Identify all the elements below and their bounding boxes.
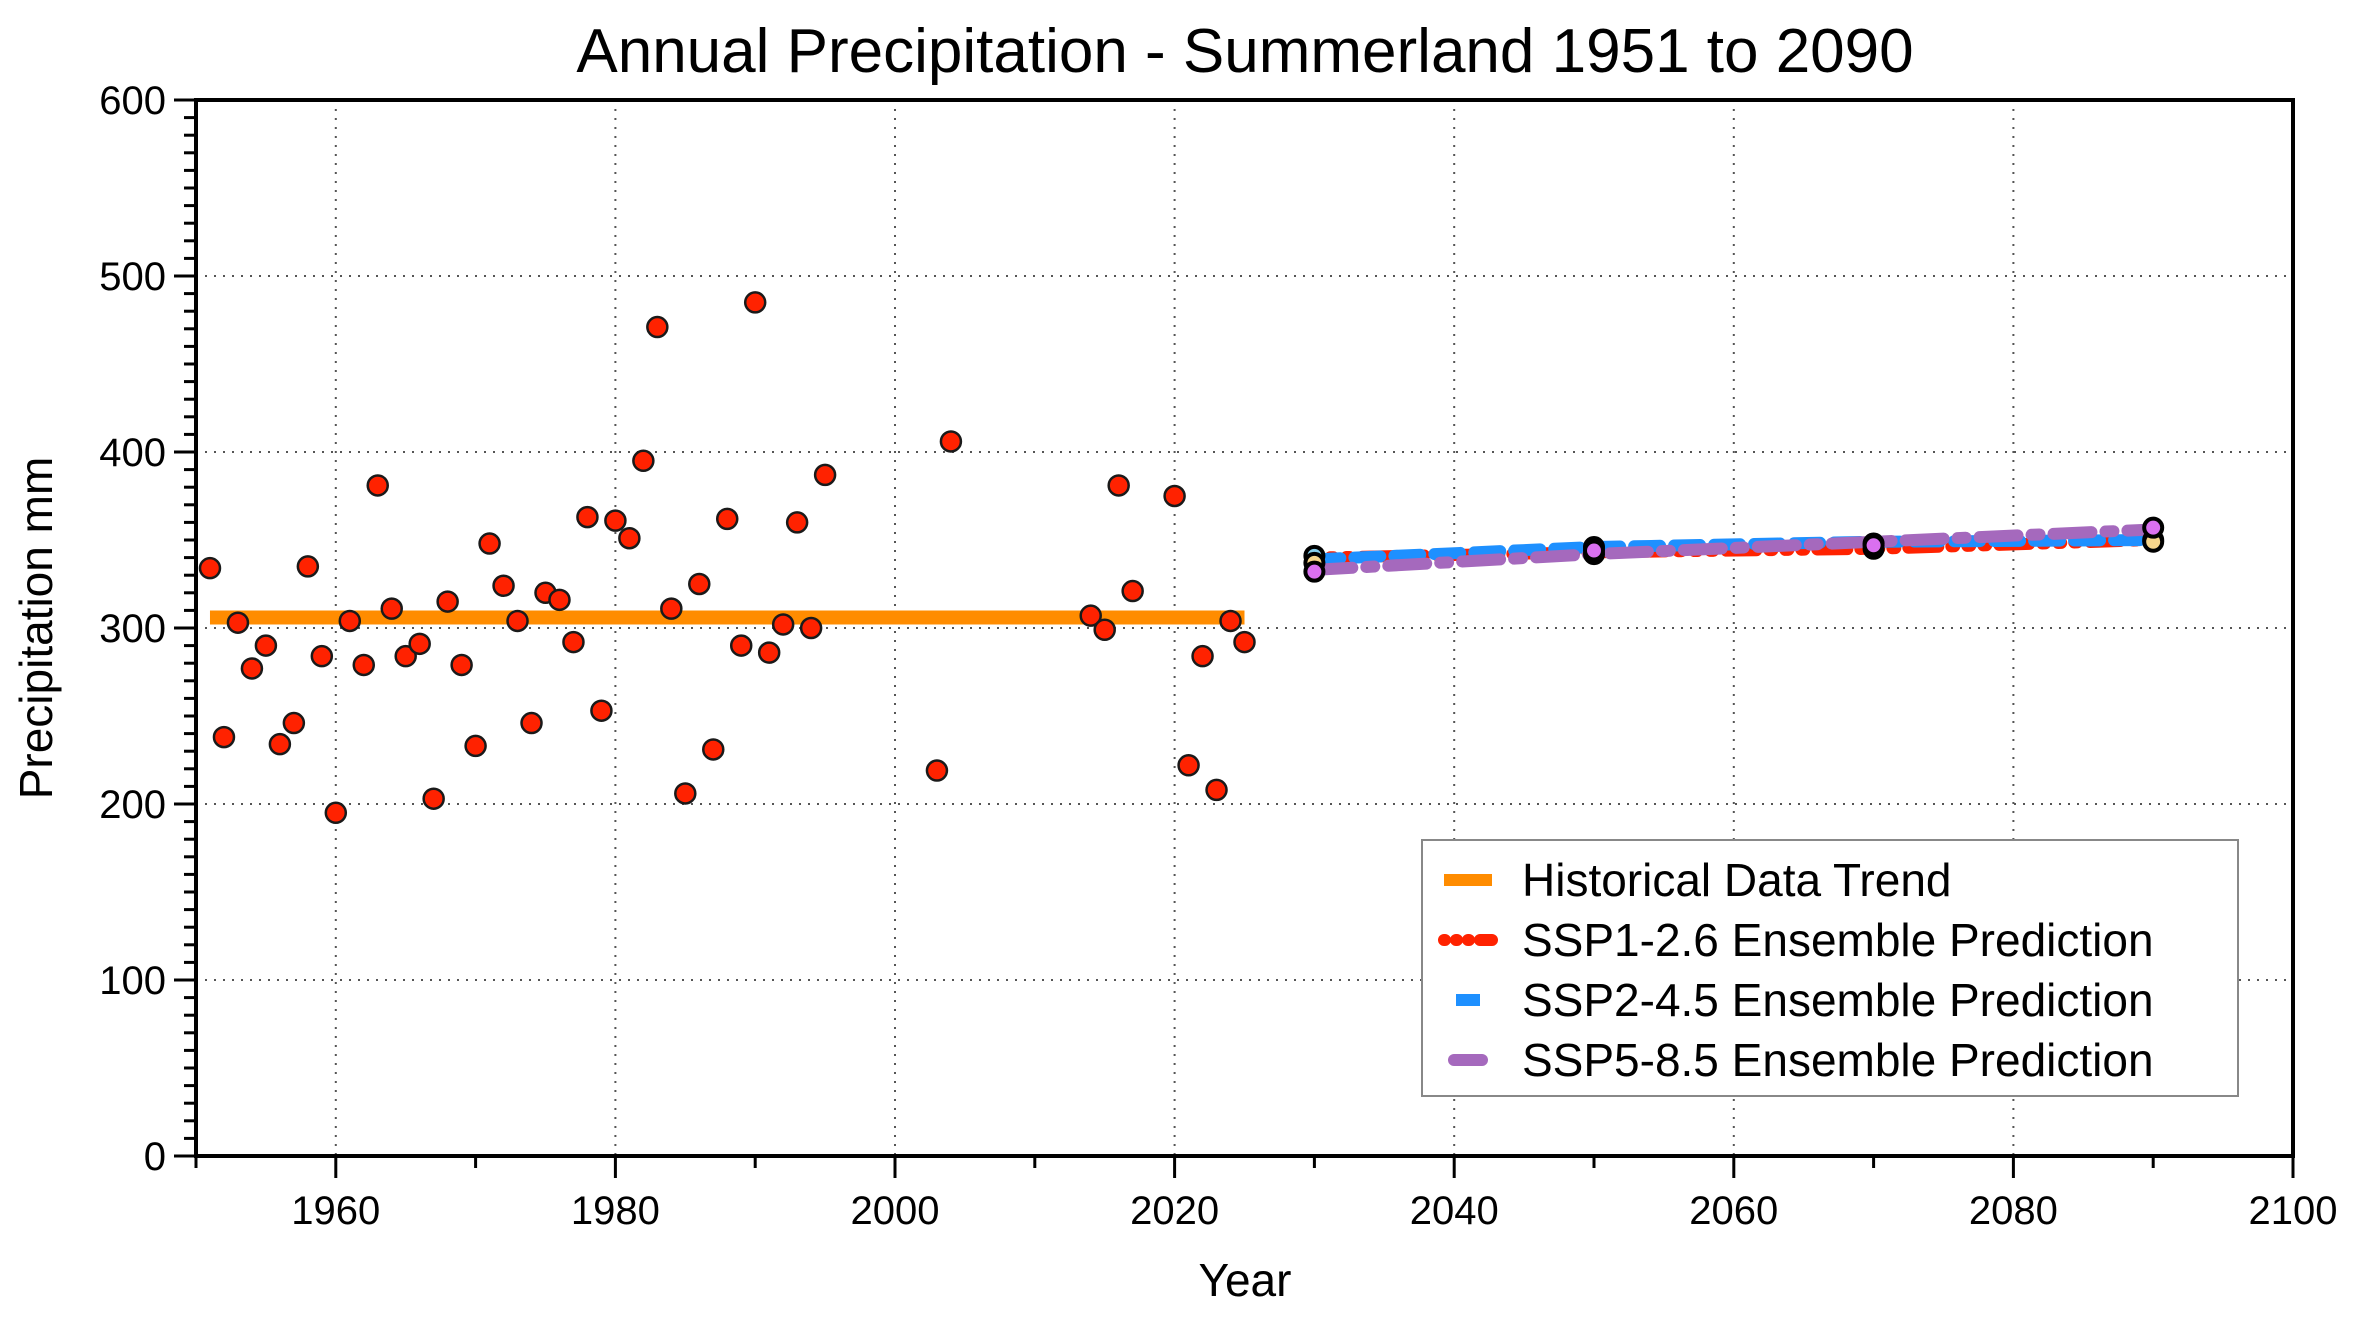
y-axis-label: Precipitation mm [10, 457, 62, 800]
legend-item: SSP2-4.5 Ensemble Prediction [1456, 974, 2154, 1026]
x-tick-label: 2000 [851, 1189, 940, 1233]
observed-point [422, 787, 445, 810]
observed-point [1079, 604, 1102, 627]
y-tick-label: 300 [99, 607, 166, 651]
observed-point [660, 597, 683, 620]
x-tick-label: 1980 [571, 1189, 660, 1233]
x-tick-label: 2040 [1410, 1189, 1499, 1233]
observed-point [450, 653, 473, 677]
observed-point [729, 634, 753, 657]
observed-point [799, 616, 823, 640]
observed-point [925, 759, 949, 782]
observed-point [478, 532, 501, 555]
projection-markers [1303, 516, 2165, 583]
projection-marker [1303, 560, 1326, 583]
observed-point [436, 590, 459, 613]
y-tick-label: 200 [99, 783, 166, 827]
legend-item: SSP5-8.5 Ensemble Prediction [1448, 1034, 2154, 1086]
observed-point [1233, 630, 1256, 654]
observed-point [254, 634, 278, 657]
observed-point [702, 738, 725, 761]
observed-point [785, 511, 809, 534]
legend-label: Historical Data Trend [1522, 854, 1952, 906]
observed-point [743, 291, 767, 314]
observed-point [212, 725, 236, 749]
legend-item: Historical Data Trend [1444, 854, 1952, 906]
observed-point [1163, 484, 1186, 508]
legend-label: SSP5-8.5 Ensemble Prediction [1522, 1034, 2154, 1086]
observed-point [618, 526, 641, 550]
observed-point [576, 505, 599, 529]
observed-point [1191, 644, 1214, 668]
observed-point [352, 653, 376, 677]
legend: Historical Data Trend SSP1-2.6 Ensemble P… [1421, 839, 2239, 1097]
observed-point [464, 734, 487, 758]
observed-point [688, 572, 711, 596]
legend-label: SSP1-2.6 Ensemble Prediction [1522, 914, 2154, 966]
observed-point [240, 657, 264, 680]
projection-marker [2142, 516, 2165, 539]
observed-point [939, 430, 963, 453]
series-line-3 [1308, 523, 2160, 576]
x-axis-ticks: 1960 1980 2000 2020 2040 2060 2080 2100 [194, 1156, 2338, 1233]
observed-point [282, 711, 306, 735]
legend-box [1421, 839, 2239, 1097]
observed-point [646, 315, 669, 339]
y-tick-label: 500 [99, 255, 166, 299]
observed-point [590, 699, 613, 722]
x-tick-label: 2100 [2249, 1189, 2338, 1233]
observed-point [674, 782, 697, 805]
observed-point [771, 613, 795, 636]
observed-point [1219, 609, 1242, 633]
observed-point [1205, 778, 1228, 802]
observed-point [296, 555, 320, 578]
observed-point [548, 588, 571, 612]
observed-point [492, 574, 515, 598]
projection-marker [1583, 539, 1605, 562]
observed-point [198, 556, 222, 580]
observed-point [310, 644, 334, 668]
projection-lines [1308, 523, 2160, 576]
y-tick-label: 600 [99, 79, 166, 123]
observed-point [1107, 474, 1130, 497]
observed-point [380, 597, 403, 620]
observed-point [813, 463, 837, 487]
observed-point [366, 474, 389, 497]
chart-title: Annual Precipitation - Summerland 1951 t… [576, 17, 1913, 86]
observed-point [394, 644, 417, 668]
observed-point [324, 801, 348, 825]
y-axis-ticks: 0 100 200 300 400 500 600 [99, 79, 196, 1179]
x-tick-label: 2080 [1969, 1189, 2058, 1233]
y-tick-label: 400 [99, 431, 166, 475]
observed-point [632, 449, 655, 473]
observed-point [604, 509, 627, 532]
y-tick-label: 100 [99, 959, 166, 1003]
legend-label: SSP2-4.5 Ensemble Prediction [1522, 974, 2154, 1026]
x-axis-label: Year [1199, 1254, 1292, 1306]
observed-point [1177, 754, 1200, 777]
observed-point [520, 711, 543, 735]
observed-point [408, 632, 431, 656]
observed-point [226, 611, 250, 634]
observed-point [715, 507, 739, 531]
projection-marker [1862, 534, 1885, 557]
observed-point [506, 609, 529, 633]
observed-point [1121, 579, 1144, 603]
x-tick-label: 1960 [291, 1189, 380, 1233]
observed-point [268, 732, 292, 756]
y-tick-label: 0 [144, 1135, 166, 1179]
x-tick-label: 2020 [1130, 1189, 1219, 1233]
observed-points [198, 291, 1256, 825]
x-tick-label: 2060 [1689, 1189, 1778, 1233]
legend-item: SSP1-2.6 Ensemble Prediction [1438, 914, 2154, 966]
observed-point [562, 630, 585, 654]
observed-point [338, 609, 362, 633]
observed-point [1093, 618, 1116, 642]
observed-point [757, 641, 781, 664]
